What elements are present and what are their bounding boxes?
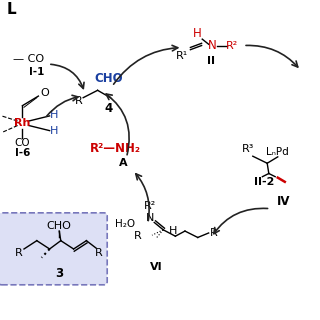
Text: R¹: R¹ — [176, 51, 188, 61]
Text: I-1: I-1 — [29, 67, 44, 77]
Text: R²—NH₂: R²—NH₂ — [90, 142, 141, 155]
Text: L: L — [6, 2, 16, 17]
Text: R: R — [134, 231, 141, 241]
Text: R³: R³ — [242, 144, 254, 154]
Text: H: H — [50, 110, 59, 120]
Text: R: R — [15, 248, 23, 259]
Text: 3: 3 — [55, 267, 63, 280]
Text: H: H — [169, 226, 177, 236]
Text: Rh: Rh — [14, 118, 31, 128]
Text: II: II — [207, 56, 215, 66]
Text: CHO: CHO — [94, 72, 123, 85]
Text: H₂O: H₂O — [115, 219, 135, 229]
Text: R²: R² — [226, 41, 238, 51]
Text: I-6: I-6 — [15, 148, 30, 158]
Text: H: H — [50, 126, 59, 136]
Text: N: N — [207, 39, 216, 52]
FancyBboxPatch shape — [0, 213, 107, 285]
Text: R²: R² — [144, 201, 156, 212]
Text: R: R — [210, 228, 218, 238]
Text: IV: IV — [276, 195, 290, 208]
Text: — CO: — CO — [13, 54, 44, 64]
Text: R: R — [95, 248, 102, 258]
Text: R: R — [75, 96, 82, 106]
Text: VI: VI — [150, 262, 163, 272]
Text: N: N — [146, 213, 155, 223]
Text: CHO: CHO — [47, 220, 72, 231]
Text: 4: 4 — [105, 102, 113, 116]
Text: CO: CO — [15, 138, 30, 148]
Text: H: H — [192, 27, 201, 40]
Text: II-2: II-2 — [254, 178, 274, 188]
Text: O: O — [40, 88, 49, 98]
Text: A: A — [119, 158, 127, 168]
Text: LₙPd: LₙPd — [266, 147, 289, 157]
